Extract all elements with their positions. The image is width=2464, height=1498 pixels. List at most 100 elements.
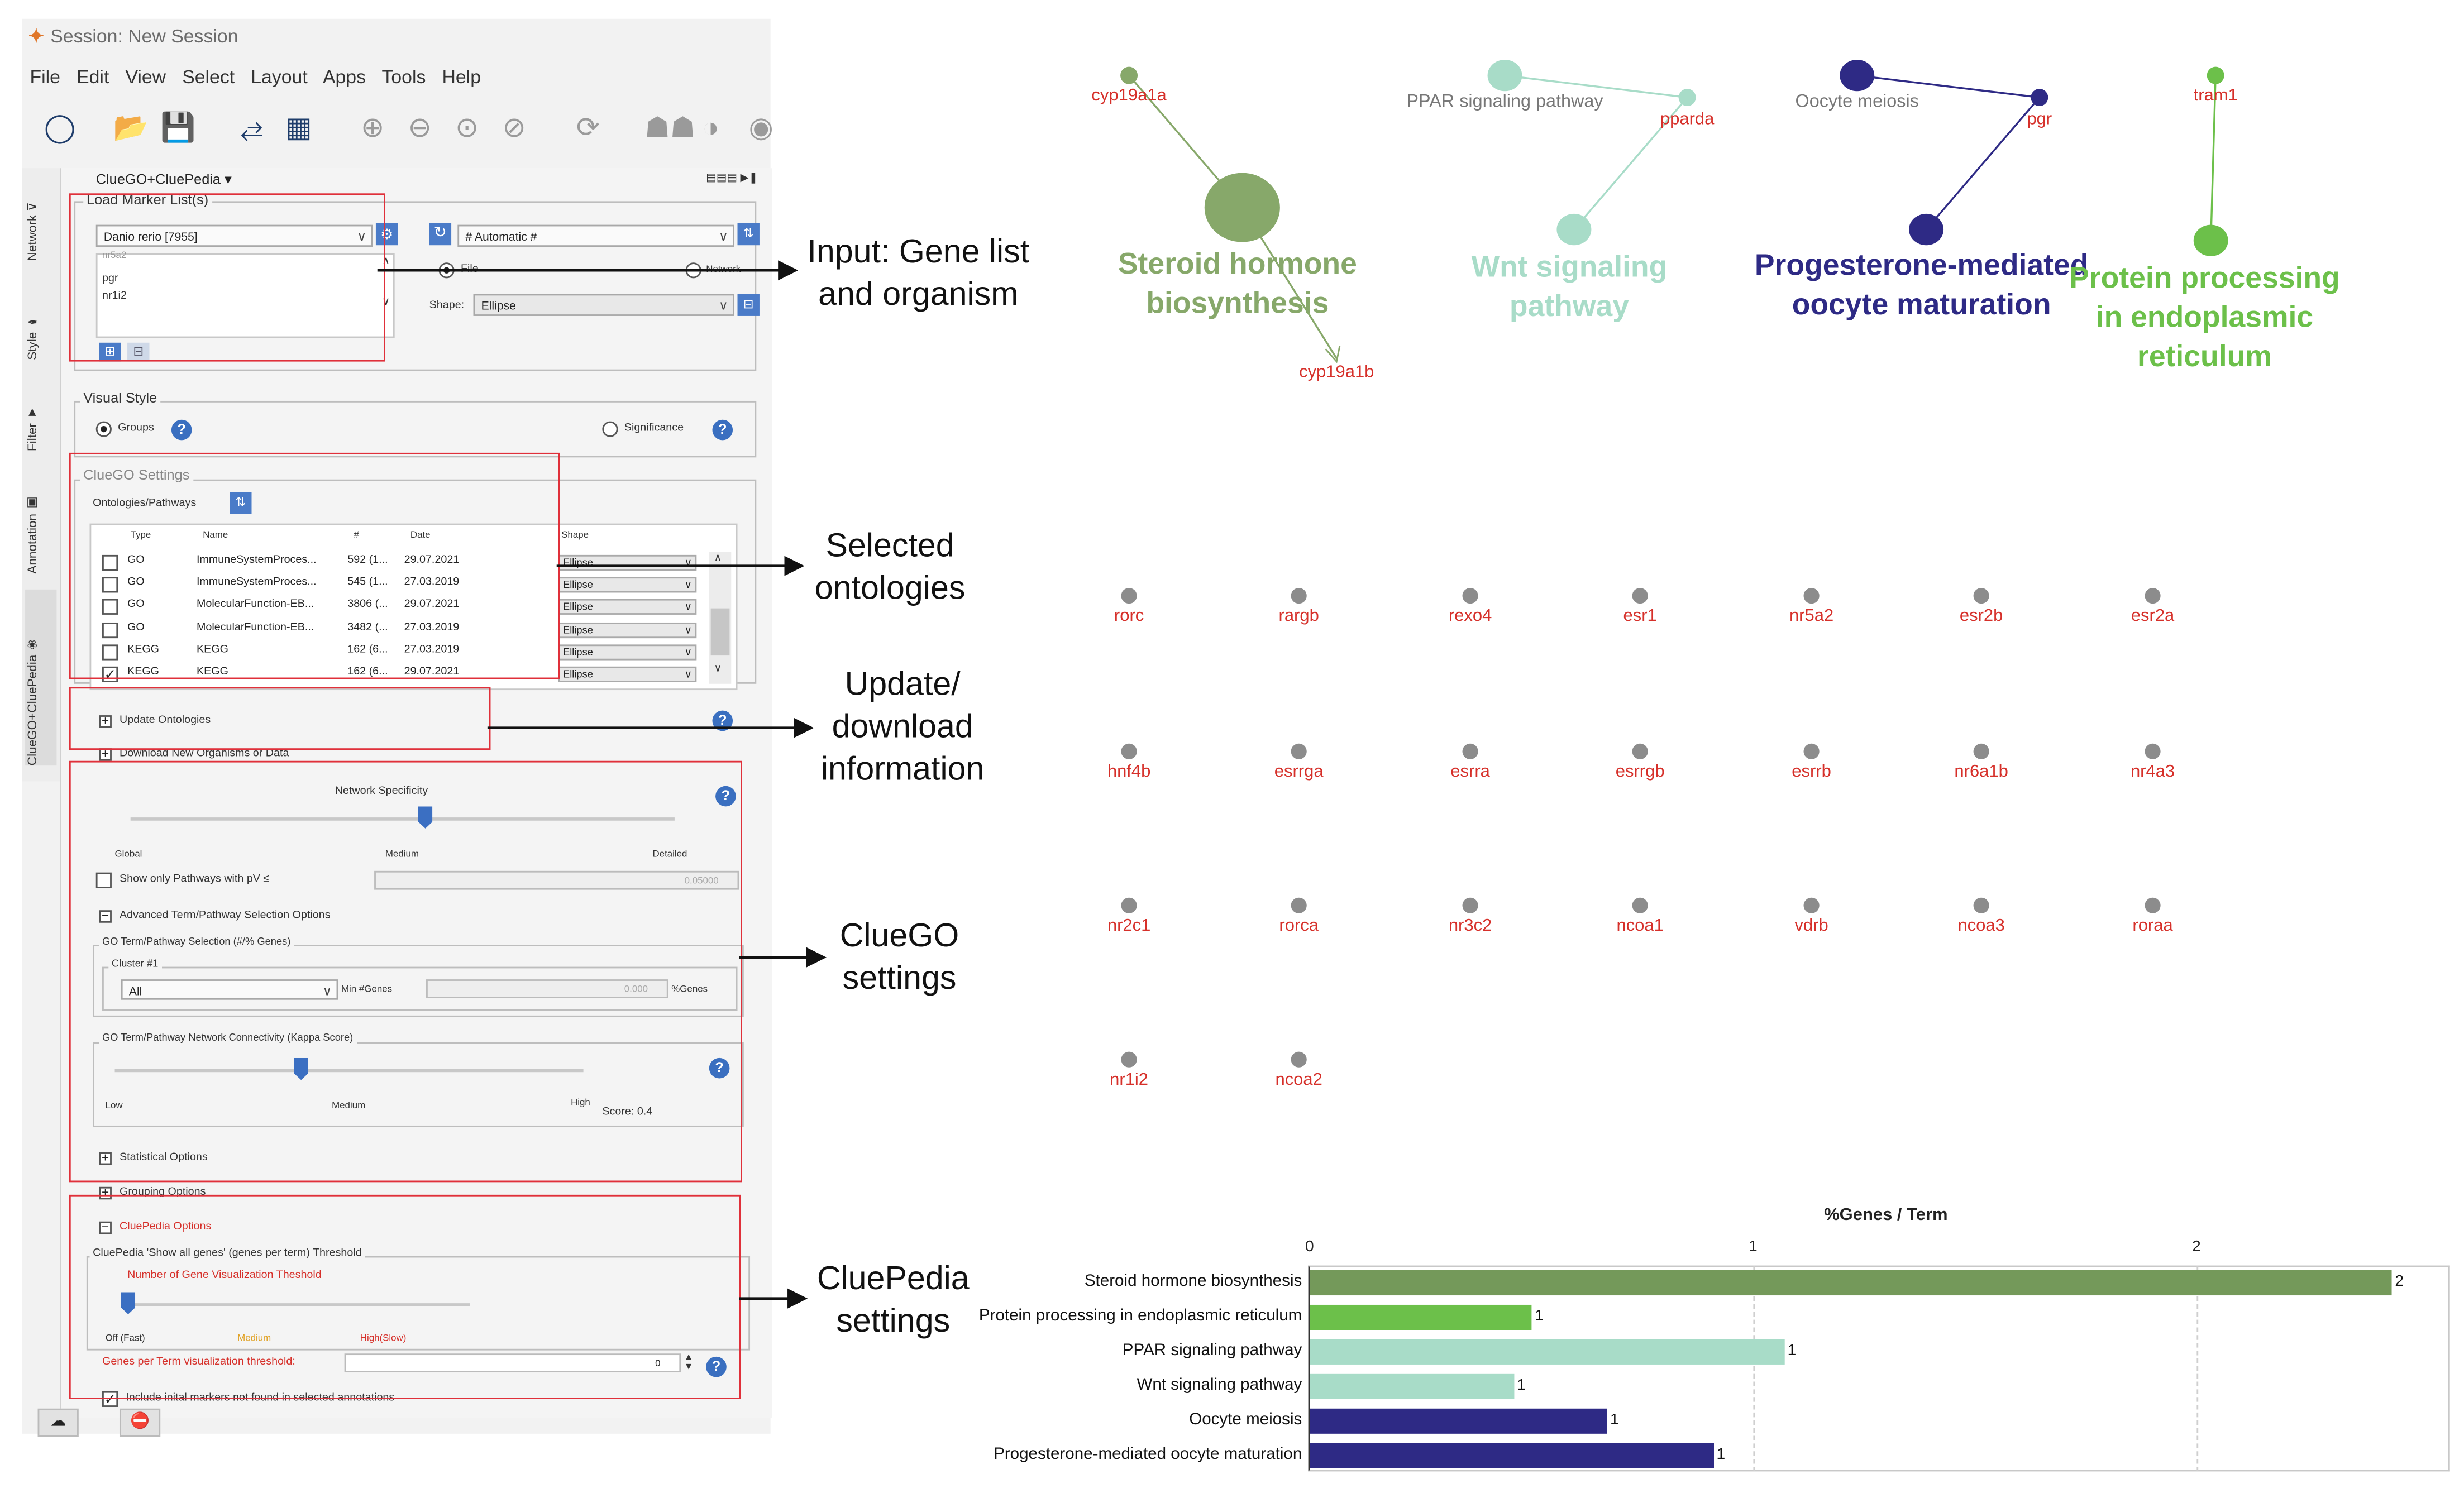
advanced-expander-icon[interactable]: −	[99, 910, 112, 923]
node-steroid[interactable]	[1204, 173, 1280, 242]
ontology-checkbox[interactable]	[102, 621, 118, 638]
bar[interactable]	[1310, 1443, 1713, 1468]
panel-float-icon[interactable]: ▤▤▤ ▶❚	[706, 173, 758, 184]
scroll-up-icon[interactable]: ∧	[714, 553, 722, 564]
kappa-help-icon[interactable]: ?	[709, 1057, 730, 1079]
ontologies-scrollbar[interactable]: ∧ ∨	[709, 552, 732, 684]
ontology-shape-select[interactable]: Ellipse ∨	[558, 666, 697, 682]
ontology-checkbox[interactable]	[102, 554, 118, 571]
organism-settings-icon[interactable]: ⚙	[375, 223, 398, 246]
gene-node[interactable]	[1121, 1051, 1137, 1068]
gene-node[interactable]	[1291, 1051, 1307, 1068]
node-oocyte[interactable]	[1840, 59, 1875, 92]
cluepedia-expander-icon[interactable]: −	[99, 1221, 112, 1234]
ontology-shape-select[interactable]: Ellipse ∨	[558, 644, 697, 660]
ontology-shape-select[interactable]: Ellipse ∨	[558, 599, 697, 615]
gene-node[interactable]	[2145, 588, 2161, 604]
bar[interactable]	[1310, 1373, 1514, 1399]
cytoscape-eye-icon[interactable]: ◯	[44, 111, 76, 143]
significance-radio[interactable]	[602, 421, 618, 437]
gene-node[interactable]	[1291, 743, 1307, 759]
gene-node[interactable]	[1973, 743, 1989, 759]
refresh-icon[interactable]: ⟳	[576, 111, 600, 143]
genes-per-term-input[interactable]: 0	[344, 1353, 681, 1373]
genes-per-term-spinner-icon[interactable]: ▲ ▼	[684, 1353, 694, 1373]
gene-node[interactable]	[1973, 897, 1989, 913]
node-pgr[interactable]	[2031, 89, 2048, 107]
groups-radio[interactable]	[95, 421, 112, 437]
menu-tools[interactable]: Tools	[381, 66, 426, 88]
groups-help-icon[interactable]: ?	[171, 419, 192, 441]
cloud-icon[interactable]: ☁	[37, 1408, 79, 1437]
sync-icon[interactable]: ↻	[429, 223, 452, 246]
update-ontologies-link[interactable]: Update Ontologies	[119, 715, 211, 726]
node-progesterone[interactable]	[1909, 213, 1944, 246]
ontology-row[interactable]: ✓ KEGG KEGG 162 (6... 29.07.2021 Ellipse ∨	[96, 663, 709, 685]
gene-node[interactable]	[2145, 897, 2161, 913]
statistical-expander-icon[interactable]: +	[99, 1151, 112, 1165]
ontology-row[interactable]: GO MolecularFunction-EB... 3482 (... 27.03.…	[96, 619, 709, 640]
specificity-slider-track[interactable]	[130, 817, 675, 821]
gene-node[interactable]	[1973, 588, 1989, 604]
node-cyp19a1a[interactable]	[1120, 66, 1138, 84]
ontology-checkbox[interactable]	[102, 577, 118, 594]
shape-select[interactable]: Ellipse ∨	[473, 294, 734, 316]
gene-node[interactable]	[1291, 897, 1307, 913]
node-protein[interactable]	[2193, 224, 2228, 256]
remove-marker-list-icon[interactable]: ⊟	[127, 342, 150, 362]
panel-tab-title[interactable]: ClueGO+CluePedia ▾	[95, 171, 232, 188]
pv-threshold-input[interactable]: 0.05000	[374, 870, 739, 890]
significance-help-icon[interactable]: ?	[712, 419, 733, 441]
bar[interactable]	[1310, 1339, 1784, 1365]
gene-node[interactable]	[1632, 743, 1648, 759]
ontology-shape-select[interactable]: Ellipse ∨	[558, 621, 697, 638]
hide-icon[interactable]: ◑	[702, 111, 719, 143]
show-icon[interactable]: ◉	[748, 111, 773, 143]
gene-list-textarea[interactable]: nr5a2 pgr nr1i2 ∧ ∨	[95, 251, 395, 338]
scroll-thumb[interactable]	[710, 608, 730, 656]
ontologies-settings-icon[interactable]: ⇅	[230, 492, 252, 514]
menu-layout[interactable]: Layout	[251, 66, 308, 88]
zoom-fit-icon[interactable]: ⊙	[455, 111, 479, 143]
gene-node[interactable]	[1462, 588, 1478, 604]
gene-node[interactable]	[1291, 588, 1307, 604]
save-icon[interactable]: 💾	[160, 111, 196, 143]
viz-threshold-slider-track[interactable]	[124, 1303, 470, 1306]
id-type-settings-icon[interactable]: ⇅	[737, 223, 760, 246]
bar[interactable]	[1310, 1270, 2392, 1296]
zoom-out-icon[interactable]: ⊖	[408, 111, 432, 143]
download-new-link[interactable]: Download New Organisms or Data	[119, 748, 289, 759]
cluster-select[interactable]: All ∨	[121, 979, 338, 1000]
menu-select[interactable]: Select	[182, 66, 235, 88]
ontology-row[interactable]: KEGG KEGG 162 (6... 27.03.2019 Ellipse ∨	[96, 641, 709, 663]
menu-help[interactable]: Help	[442, 66, 481, 88]
menu-file[interactable]: File	[30, 66, 60, 88]
gene-node[interactable]	[1632, 897, 1648, 913]
bar[interactable]	[1310, 1304, 1532, 1330]
add-marker-list-icon[interactable]: ⊞	[99, 342, 121, 362]
kappa-slider-track[interactable]	[114, 1069, 584, 1073]
scroll-down-icon[interactable]: ∨	[714, 663, 722, 674]
statistical-options-toggle[interactable]: Statistical Options	[119, 1152, 208, 1164]
stop-icon[interactable]: ⛔	[119, 1408, 161, 1437]
menu-apps[interactable]: Apps	[322, 66, 366, 88]
gene-node[interactable]	[1803, 743, 1820, 759]
open-folder-icon[interactable]: 📂	[113, 111, 149, 143]
advanced-options-toggle[interactable]: Advanced Term/Pathway Selection Options	[119, 910, 331, 921]
gene-node[interactable]	[1462, 743, 1478, 759]
gene-node[interactable]	[1121, 897, 1137, 913]
gene-node[interactable]	[1121, 588, 1137, 604]
pv-only-checkbox[interactable]	[95, 872, 112, 888]
node-tram1[interactable]	[2207, 66, 2224, 84]
ontology-checkbox[interactable]	[102, 599, 118, 615]
ontology-row[interactable]: GO ImmuneSystemProces... 545 (1... 27.03.20…	[96, 574, 709, 596]
gene-node[interactable]	[2145, 743, 2161, 759]
zoom-selected-icon[interactable]: ⊘	[502, 111, 526, 143]
gene-node[interactable]	[1803, 897, 1820, 913]
menu-view[interactable]: View	[125, 66, 166, 88]
gene-node[interactable]	[1803, 588, 1820, 604]
ontology-row[interactable]: GO MolecularFunction-EB... 3806 (... 29.07.…	[96, 596, 709, 618]
bar[interactable]	[1310, 1408, 1607, 1434]
update-ontologies-expander-icon[interactable]: +	[99, 715, 112, 728]
menu-edit[interactable]: Edit	[77, 66, 109, 88]
